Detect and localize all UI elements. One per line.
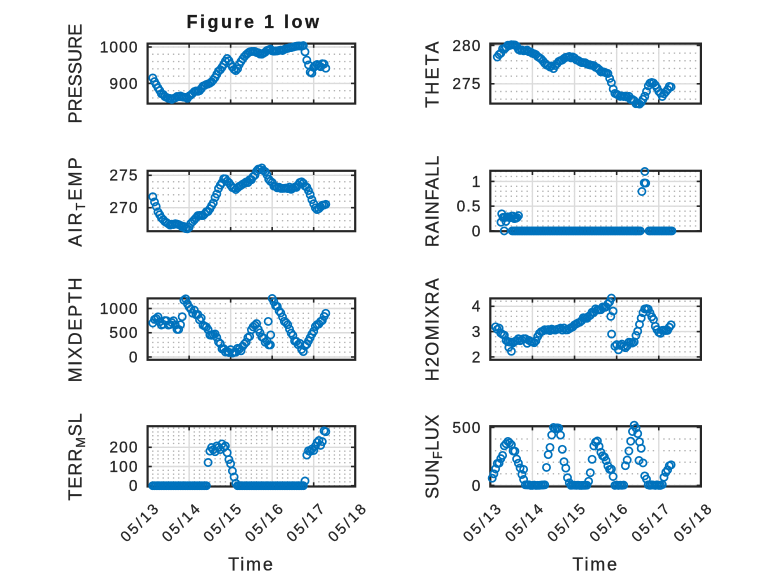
svg-text:0: 0 xyxy=(472,223,482,240)
svg-text:275: 275 xyxy=(452,76,481,93)
svg-text:200: 200 xyxy=(109,440,138,457)
svg-text:0.5: 0.5 xyxy=(457,199,482,216)
svg-text:1: 1 xyxy=(472,174,482,191)
svg-text:500: 500 xyxy=(109,325,138,342)
svg-text:RAINFALL: RAINFALL xyxy=(423,155,443,247)
svg-text:0: 0 xyxy=(129,349,139,366)
svg-text:TERRM​SL: TERRM​SL xyxy=(66,412,89,500)
svg-text:1000: 1000 xyxy=(100,301,139,318)
svg-text:0: 0 xyxy=(129,478,139,495)
svg-text:MIXDEPTH: MIXDEPTH xyxy=(66,276,86,383)
svg-text:275: 275 xyxy=(109,168,138,185)
svg-text:AIRT​EMP: AIRT​EMP xyxy=(66,155,89,246)
svg-text:Figure 1 low: Figure 1 low xyxy=(186,12,321,32)
svg-text:100: 100 xyxy=(109,459,138,476)
svg-text:SUNF​LUX: SUNF​LUX xyxy=(423,414,446,499)
svg-text:4: 4 xyxy=(472,299,482,316)
svg-text:H2OMIXRA: H2OMIXRA xyxy=(423,277,443,381)
svg-text:Time: Time xyxy=(572,555,619,575)
svg-text:Time: Time xyxy=(228,555,275,575)
svg-text:THETA: THETA xyxy=(423,39,443,108)
svg-text:900: 900 xyxy=(109,76,138,93)
svg-text:270: 270 xyxy=(109,200,138,217)
svg-text:PRESSURE: PRESSURE xyxy=(66,24,86,124)
svg-text:500: 500 xyxy=(452,420,481,437)
svg-text:1000: 1000 xyxy=(100,39,139,56)
svg-text:3: 3 xyxy=(472,324,482,341)
svg-text:0: 0 xyxy=(472,478,482,495)
svg-text:280: 280 xyxy=(452,38,481,55)
svg-text:2: 2 xyxy=(472,349,482,366)
